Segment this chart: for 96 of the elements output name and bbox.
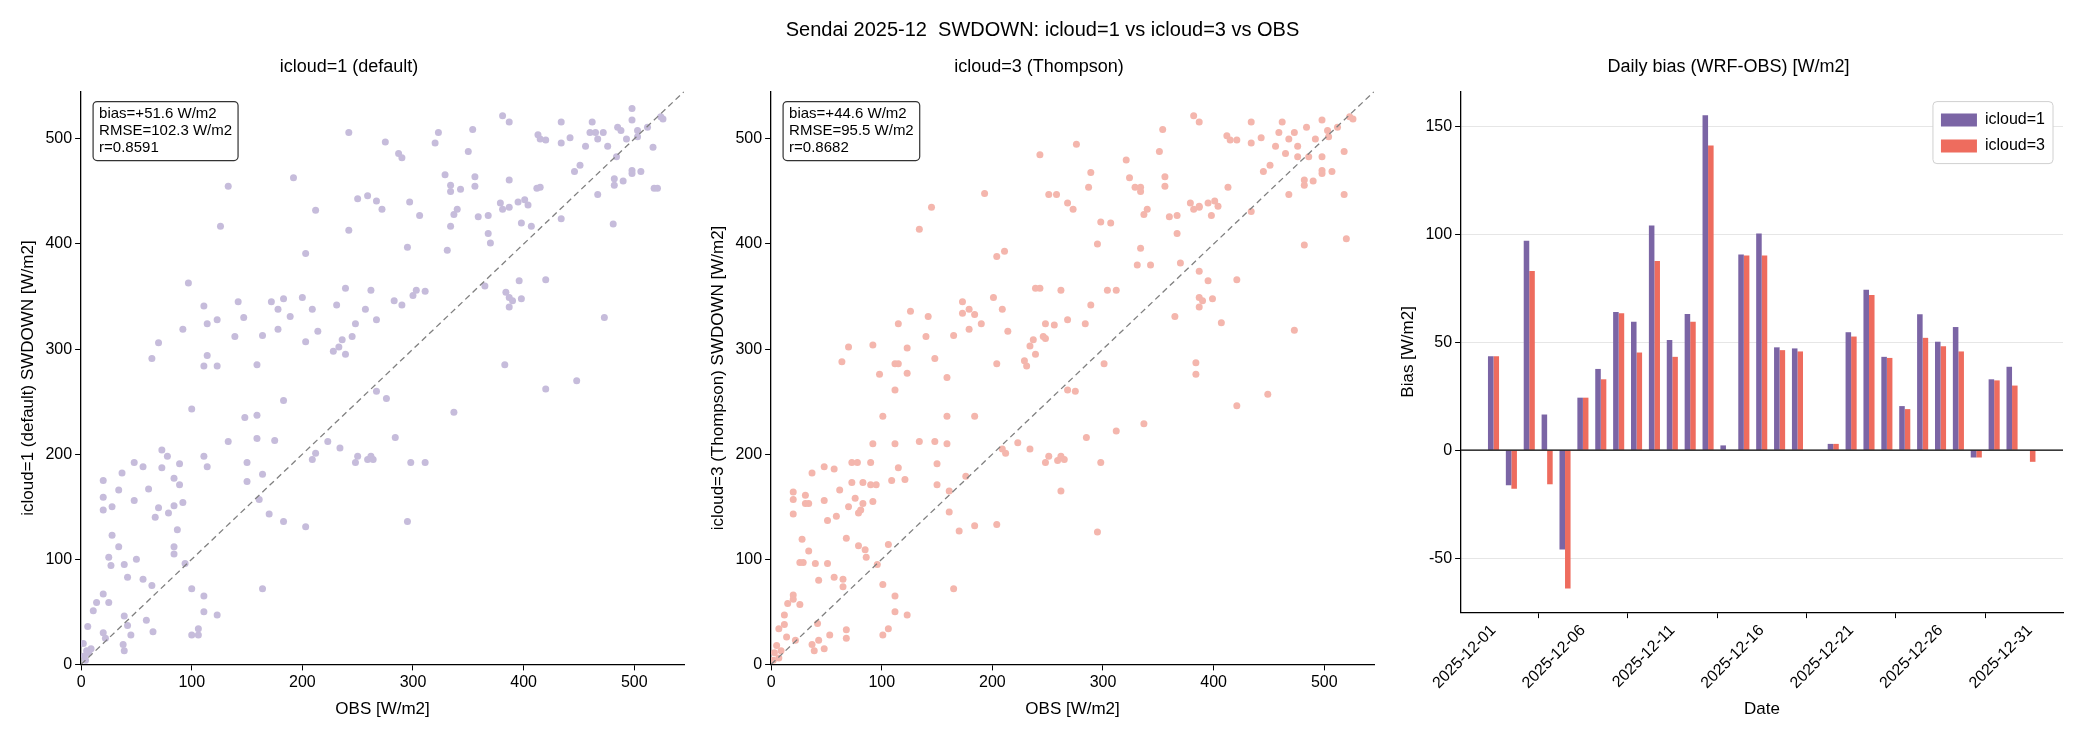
- y-axis-title: icloud=1 (default) SWDOWN [W/m2]: [17, 240, 37, 516]
- x-axis-title: OBS [W/m2]: [1025, 699, 1120, 719]
- x-tick-label: 0: [766, 673, 776, 691]
- bar: [1636, 352, 1643, 450]
- bar: [1994, 380, 2000, 450]
- x-tick-label: 200: [288, 673, 316, 691]
- bar: [1934, 341, 1941, 450]
- y-tick-label: 300: [45, 339, 73, 357]
- bar: [1976, 450, 1982, 458]
- x-tick-label: 500: [620, 673, 648, 691]
- bar: [1529, 270, 1535, 450]
- bar: [2012, 385, 2018, 450]
- bar: [1827, 443, 1834, 450]
- y-tick-label: 150: [1425, 116, 1453, 134]
- bar: [1613, 311, 1619, 450]
- bar: [1666, 340, 1673, 450]
- chart-title: icloud=3 (Thompson): [954, 55, 1124, 76]
- x-tick-label: 0: [76, 673, 86, 691]
- bar: [1940, 346, 1947, 450]
- bar: [1565, 450, 1571, 589]
- x-tick-label: 100: [178, 673, 206, 691]
- bar: [1690, 321, 1696, 450]
- bar: [1774, 347, 1780, 450]
- bar: [1738, 254, 1744, 450]
- bar: [1779, 350, 1786, 450]
- y-tick-label: 100: [735, 549, 763, 567]
- bar: [1851, 336, 1857, 450]
- bar: [1952, 327, 1959, 450]
- bar: [1541, 414, 1548, 450]
- bar: [1797, 351, 1804, 450]
- x-tick-label: 300: [1089, 673, 1117, 691]
- x-tick-label: 400: [510, 673, 538, 691]
- bar: [1582, 397, 1589, 450]
- y-axis-title: Bias [W/m2]: [1397, 306, 1417, 398]
- bar: [1493, 356, 1500, 450]
- y-tick-label: 300: [735, 339, 763, 357]
- y-tick-label: 200: [735, 444, 763, 462]
- x-tick-label: 100: [868, 673, 896, 691]
- bar: [1743, 255, 1750, 450]
- legend-label: icloud=3: [1984, 136, 2046, 154]
- bar: [1702, 115, 1709, 450]
- bar: [1922, 337, 1929, 450]
- bar: [1833, 443, 1839, 450]
- bar: [1904, 409, 1911, 450]
- y-tick-label: -50: [1428, 548, 1453, 566]
- x-axis-title: Date: [1744, 699, 1781, 719]
- bar: [1958, 351, 1964, 450]
- y-tick-label: 400: [735, 234, 763, 252]
- bar: [1863, 289, 1869, 450]
- bar: [1618, 313, 1625, 450]
- y-axis-title: icloud=3 (Thompson) SWDOWN [W/m2]: [707, 225, 727, 531]
- bar: [1684, 314, 1691, 450]
- bar: [1845, 332, 1852, 450]
- bar: [1899, 406, 1905, 450]
- text: Sendai 2025-12 SWDOWN: icloud=1 vs icloud=3 vs OBS: [784, 18, 1301, 41]
- y-tick-label: 100: [45, 549, 73, 567]
- x-tick-label: 200: [978, 673, 1006, 691]
- bar: [1761, 255, 1768, 450]
- bar: [1756, 233, 1762, 450]
- bar: [1654, 260, 1660, 450]
- bar: [1600, 379, 1607, 450]
- x-tick-label: 300: [399, 673, 427, 691]
- y-tick-label: 100: [1425, 224, 1453, 242]
- chart-title: Daily bias (WRF-OBS) [W/m2]: [1607, 55, 1850, 76]
- y-tick-label: 0: [1443, 440, 1453, 458]
- bar: [1672, 356, 1678, 450]
- y-tick-label: 200: [45, 444, 73, 462]
- bar: [1547, 450, 1553, 485]
- x-axis-title: OBS [W/m2]: [335, 699, 430, 719]
- bar: [1917, 314, 1923, 450]
- bar: [1577, 397, 1583, 450]
- x-tick-label: 400: [1200, 673, 1228, 691]
- bar: [2006, 366, 2013, 450]
- annotation: bias=+44.6 W/m2 RMSE=95.5 W/m2 r=0.8682: [789, 104, 914, 156]
- annotation: bias=+51.6 W/m2 RMSE=102.3 W/m2 r=0.8591: [99, 104, 233, 156]
- bar: [1708, 145, 1714, 450]
- y-tick-label: 500: [735, 129, 763, 147]
- bar: [1487, 356, 1494, 450]
- bar: [1881, 356, 1887, 450]
- chart-title: icloud=1 (default): [279, 55, 419, 76]
- bar: [1631, 321, 1637, 450]
- bar: [1523, 240, 1530, 450]
- bar: [1869, 295, 1875, 450]
- bar: [1559, 450, 1566, 550]
- legend-label: icloud=1: [1984, 110, 2046, 128]
- bar: [1988, 379, 1995, 450]
- x-tick-label: 500: [1310, 673, 1338, 691]
- y-tick-label: 400: [45, 234, 73, 252]
- bar: [1886, 357, 1893, 450]
- y-tick-label: 500: [45, 129, 73, 147]
- bar: [1791, 348, 1798, 450]
- y-tick-label: 50: [1434, 332, 1453, 350]
- bar: [1511, 450, 1517, 489]
- bar: [1720, 445, 1726, 450]
- bar: [1648, 225, 1655, 450]
- bar: [1595, 368, 1601, 450]
